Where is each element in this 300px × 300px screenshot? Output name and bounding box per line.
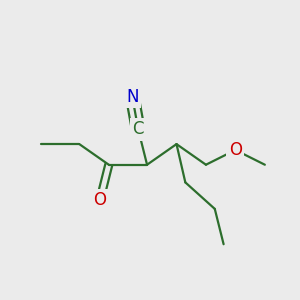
Text: O: O [93,191,106,209]
Text: O: O [229,141,242,159]
Text: N: N [126,88,139,106]
Text: C: C [133,120,144,138]
